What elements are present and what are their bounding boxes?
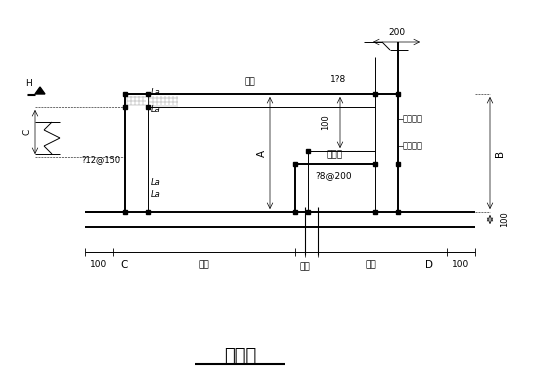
Text: H: H	[25, 79, 31, 88]
Text: ?12@150: ?12@150	[81, 156, 120, 165]
Text: 100: 100	[321, 114, 330, 131]
Text: 附加钢筋: 附加钢筋	[403, 114, 423, 123]
Text: ?8@200: ?8@200	[315, 171, 352, 180]
Text: 200: 200	[388, 28, 405, 37]
Text: 锚固: 锚固	[366, 260, 376, 269]
Text: C: C	[22, 129, 31, 135]
Text: La: La	[151, 178, 161, 187]
Text: 板筋: 板筋	[245, 77, 255, 86]
Text: 桩筋: 桩筋	[300, 262, 310, 271]
Text: 样式七: 样式七	[224, 347, 256, 365]
Text: La: La	[151, 87, 161, 96]
Text: B: B	[495, 149, 505, 156]
Text: 净距: 净距	[199, 260, 209, 269]
Text: 1?8: 1?8	[330, 75, 346, 84]
Text: 100: 100	[500, 212, 509, 227]
Text: D: D	[425, 260, 433, 270]
Text: 附加钢筋: 附加钢筋	[403, 142, 423, 151]
Text: 100: 100	[452, 260, 470, 269]
Polygon shape	[35, 87, 45, 94]
Text: A: A	[257, 149, 267, 156]
Text: La: La	[151, 105, 161, 114]
Text: La: La	[151, 189, 161, 198]
Text: 坑底筋: 坑底筋	[327, 150, 343, 159]
Text: 100: 100	[90, 260, 108, 269]
Text: C: C	[120, 260, 127, 270]
